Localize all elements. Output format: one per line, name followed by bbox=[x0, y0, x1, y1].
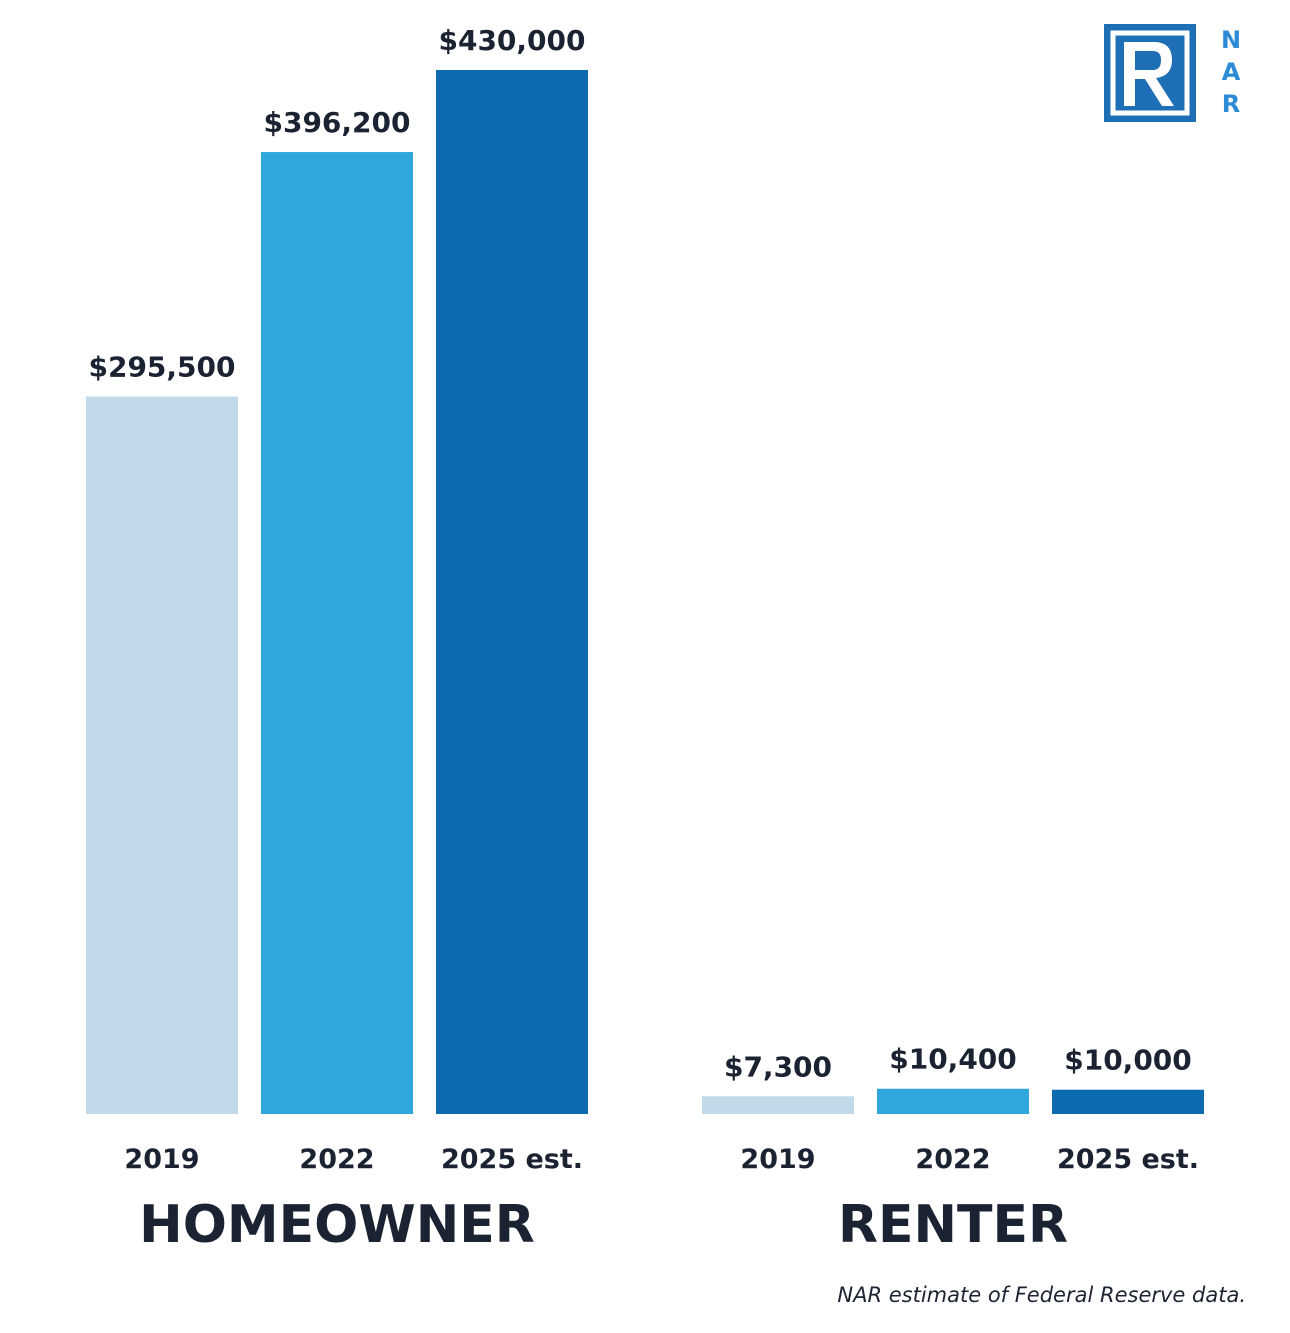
renter-category-label: 2019 bbox=[740, 1144, 815, 1175]
renter-category-label: 2025 est. bbox=[1057, 1144, 1199, 1175]
logo-letter-n: N bbox=[1220, 26, 1242, 54]
homeowner-bar-2025est bbox=[436, 70, 588, 1114]
renter-bar-2022 bbox=[877, 1088, 1029, 1114]
homeowner-category-label: 2019 bbox=[124, 1144, 199, 1175]
logo-letter-r: R bbox=[1221, 90, 1241, 118]
homeowner-value-label: $295,500 bbox=[88, 351, 235, 384]
renter-bar-2019 bbox=[702, 1096, 854, 1114]
renter-bar-2025est bbox=[1052, 1089, 1204, 1114]
nar-letters: N A R bbox=[1216, 24, 1246, 120]
logo-letter-a: A bbox=[1221, 58, 1241, 86]
renter-category-label: 2022 bbox=[915, 1144, 990, 1175]
renter-value-label: $10,400 bbox=[889, 1043, 1017, 1076]
renter-value-label: $7,300 bbox=[724, 1050, 832, 1083]
homeowner-category-label: 2025 est. bbox=[441, 1144, 583, 1175]
renter-group-label: RENTER bbox=[838, 1195, 1068, 1255]
homeowner-value-label: $396,200 bbox=[263, 106, 410, 139]
nar-logo: N A R bbox=[1104, 24, 1254, 126]
homeowner-category-label: 2022 bbox=[299, 1144, 374, 1175]
homeowner-bar-2019 bbox=[86, 396, 238, 1115]
homeowner-bar-2022 bbox=[261, 152, 413, 1115]
renter-value-label: $10,000 bbox=[1064, 1044, 1192, 1077]
homeowner-group-label: HOMEOWNER bbox=[139, 1195, 535, 1255]
homeowner-value-label: $430,000 bbox=[438, 24, 585, 57]
realtor-r-icon bbox=[1104, 24, 1196, 122]
source-footnote: NAR estimate of Federal Reserve data. bbox=[837, 1283, 1246, 1307]
